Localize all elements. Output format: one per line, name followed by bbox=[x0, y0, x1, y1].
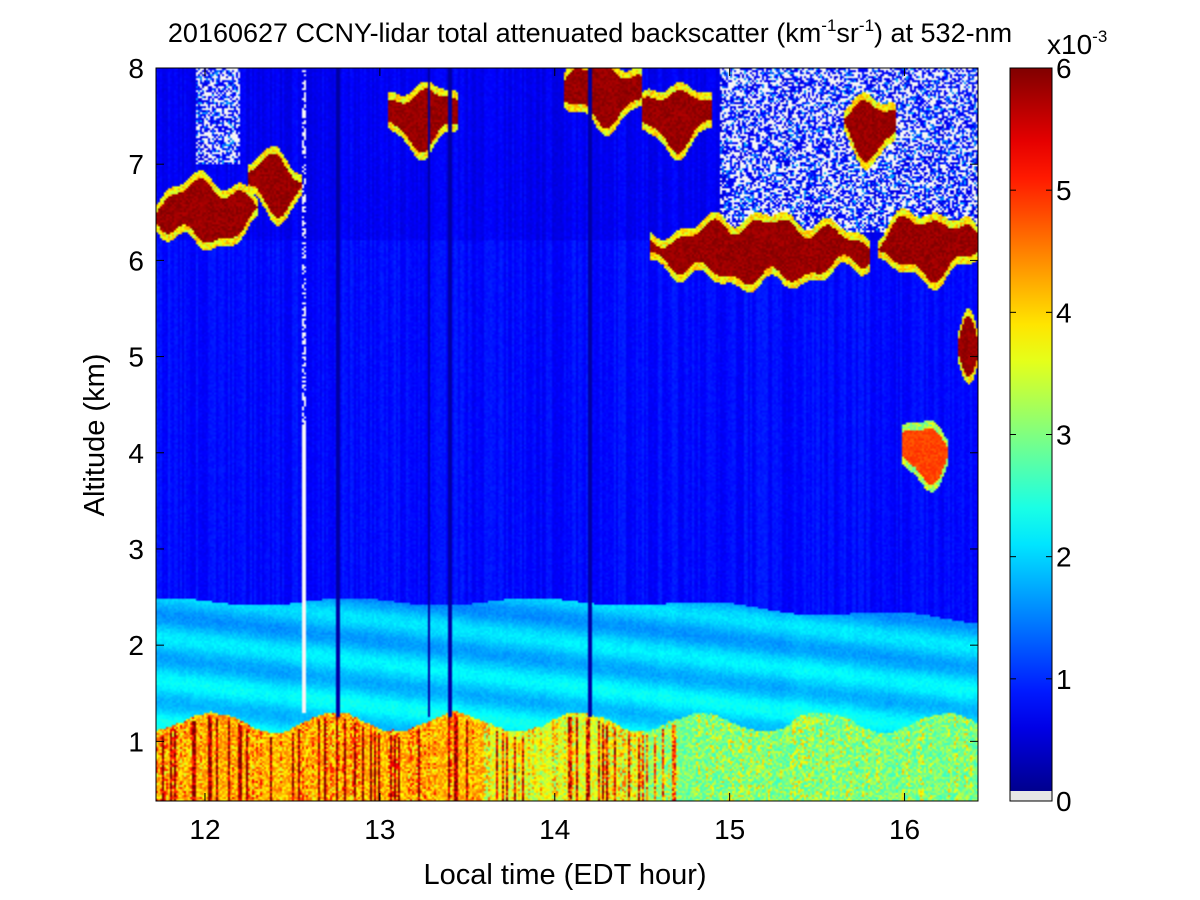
colorbar-gradient bbox=[1010, 68, 1052, 801]
colorbar-tick-label: 1 bbox=[1056, 664, 1072, 695]
colorbar-tick-label: 4 bbox=[1056, 297, 1072, 328]
x-tick-label: 16 bbox=[889, 814, 920, 845]
colorbar-tick-label: 2 bbox=[1056, 542, 1072, 573]
y-tick-label: 4 bbox=[128, 438, 144, 469]
colorbar-tick-label: 0 bbox=[1056, 786, 1072, 817]
y-tick-label: 1 bbox=[128, 726, 144, 757]
colorbar-ticks: 0 1 2 3 4 5 6 bbox=[1010, 53, 1072, 817]
y-tick-label: 3 bbox=[128, 534, 144, 565]
x-tick-label: 12 bbox=[189, 814, 220, 845]
colorbar-tick-label: 6 bbox=[1056, 53, 1072, 84]
colorbar-frame bbox=[1009, 67, 1053, 802]
x-axis-ticks: 12 13 14 15 16 bbox=[189, 68, 920, 845]
y-axis-ticks: 1 2 3 4 5 6 7 8 bbox=[128, 53, 978, 757]
x-axis-label: Local time (EDT hour) bbox=[423, 859, 706, 891]
y-tick-label: 8 bbox=[128, 53, 144, 84]
x-tick-label: 13 bbox=[364, 814, 395, 845]
x-tick-label: 14 bbox=[539, 814, 570, 845]
y-tick-label: 7 bbox=[128, 149, 144, 180]
y-axis-label: Altitude (km) bbox=[79, 354, 111, 517]
y-tick-label: 5 bbox=[128, 342, 144, 373]
y-tick-label: 2 bbox=[128, 630, 144, 661]
chart-title: 20160627 CCNY-lidar total attenuated bac… bbox=[168, 16, 1012, 48]
colorbar-missing-swatch bbox=[1010, 791, 1052, 801]
colorbar-tick-label: 5 bbox=[1056, 175, 1072, 206]
colorbar-multiplier: x10-3 bbox=[1047, 27, 1107, 60]
colorbar-tick-label: 3 bbox=[1056, 420, 1072, 451]
colorbar: 0 1 2 3 4 5 6 x10-3 bbox=[1009, 27, 1107, 817]
backscatter-heatmap bbox=[156, 68, 978, 801]
plot-frame bbox=[155, 67, 979, 802]
y-tick-label: 6 bbox=[128, 245, 144, 276]
x-tick-label: 15 bbox=[714, 814, 745, 845]
